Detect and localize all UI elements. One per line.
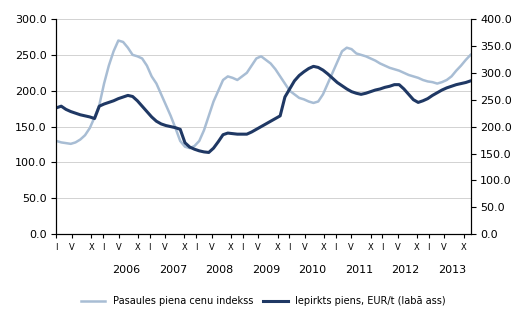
Iepirkts piens, EUR/t (labā ass) <box>301 70 307 74</box>
Text: 2006: 2006 <box>112 265 140 275</box>
Line: Pasaules piena cenu indekss: Pasaules piena cenu indekss <box>56 41 471 148</box>
Legend: Pasaules piena cenu indekss, Iepirkts piens, EUR/t (labā ass): Pasaules piena cenu indekss, Iepirkts pi… <box>77 292 450 310</box>
Pasaules piena cenu indekss <box>268 62 274 66</box>
Pasaules piena cenu indekss <box>63 141 69 145</box>
Pasaules piena cenu indekss <box>187 146 193 150</box>
Pasaules piena cenu indekss <box>467 53 474 57</box>
Iepirkts piens, EUR/t (labā ass) <box>168 125 174 129</box>
Pasaules piena cenu indekss <box>306 100 312 103</box>
Pasaules piena cenu indekss <box>172 126 179 130</box>
Text: 2010: 2010 <box>298 265 327 275</box>
Iepirkts piens, EUR/t (labā ass) <box>263 122 269 126</box>
Text: 2011: 2011 <box>345 265 373 275</box>
Iepirkts piens, EUR/t (labā ass) <box>467 79 474 83</box>
Iepirkts piens, EUR/t (labā ass) <box>53 106 60 110</box>
Text: 2012: 2012 <box>392 265 419 275</box>
Text: 2008: 2008 <box>205 265 233 275</box>
Iepirkts piens, EUR/t (labā ass) <box>206 151 212 154</box>
Iepirkts piens, EUR/t (labā ass) <box>386 84 393 88</box>
Text: 2007: 2007 <box>159 265 187 275</box>
Iepirkts piens, EUR/t (labā ass) <box>63 107 69 111</box>
Iepirkts piens, EUR/t (labā ass) <box>310 65 317 68</box>
Pasaules piena cenu indekss <box>177 139 183 143</box>
Iepirkts piens, EUR/t (labā ass) <box>172 126 179 129</box>
Pasaules piena cenu indekss <box>53 139 60 143</box>
Pasaules piena cenu indekss <box>386 66 393 70</box>
Pasaules piena cenu indekss <box>115 39 122 43</box>
Line: Iepirkts piens, EUR/t (labā ass): Iepirkts piens, EUR/t (labā ass) <box>56 66 471 152</box>
Text: 2013: 2013 <box>438 265 466 275</box>
Text: 2009: 2009 <box>252 265 280 275</box>
